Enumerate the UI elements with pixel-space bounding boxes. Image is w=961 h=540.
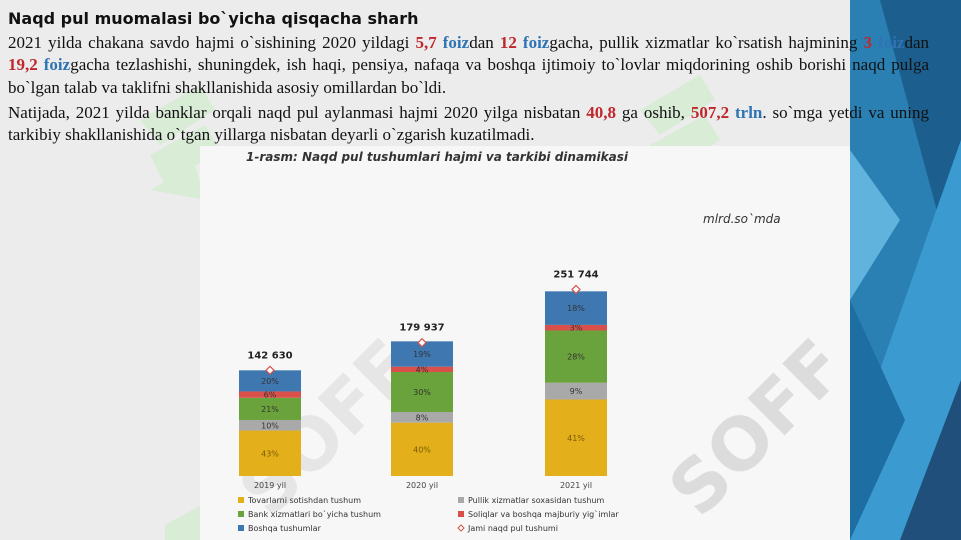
data-label: 30% [413,388,431,397]
text-run: gacha, pullik xizmatlar ko`rsatish hajmi… [549,33,864,52]
legend-label: Boshqa tushumlar [248,524,322,533]
stacked-bar-chart: 43% 10% 21% 6% 20% 142 630 2019 yil 40% 8% 30% 4% 1… [238,269,619,533]
legend-swatch-soliq [458,511,464,517]
highlight-value: 507,2 [690,103,730,122]
total-marker [417,337,427,348]
bar-segment-tovar [391,422,453,476]
decor-shape [900,380,961,540]
bar-segment-bank [391,372,453,412]
bar-segment-tovar [545,399,607,476]
decor-shape [850,150,900,300]
data-label: 10% [261,421,279,430]
data-label: 18% [567,304,585,313]
highlight-unit: foiz [43,55,71,75]
bar-segment-bank [239,397,301,420]
legend-label: Tovarlarni sotishdan tushum [247,496,361,505]
chart-unit-note: mlrd.so`mda [703,212,781,226]
highlight-value: 40,8 [586,103,616,122]
total-label: 179 937 [399,323,444,334]
bar-segment-soliq [239,391,301,398]
legend-swatch-tovar [238,497,244,503]
legend-swatch-bank [238,511,244,517]
bar-segment-pullik [239,419,301,431]
data-label: 9% [570,387,583,396]
data-label: 40% [413,445,431,454]
chart-panel [200,146,850,540]
highlight-unit: foiz [878,33,905,52]
legend-label: Bank xizmatlari bo`yicha tushum [248,509,381,519]
data-label: 20% [261,377,279,386]
data-label: 4% [416,365,429,374]
highlight-value: 5,7 [415,33,437,52]
legend-label: Jami naqd pul tushumi [467,524,558,533]
bar-segment-pullik [545,382,607,400]
text-run: . so`mga yetdi va uning tarkibiy shaklla… [8,103,930,145]
highlight-unit: foiz [522,33,550,52]
data-label: 41% [567,434,585,443]
slide-title: Naqd pul muomalasi bo`yicha qisqacha sha… [8,9,419,28]
bar-segment-pullik [391,412,453,423]
text-run: gacha tezlashishi, shuningdek, ish haqi,… [8,55,929,97]
highlight-value: 19,2 [8,55,38,75]
data-label: 8% [416,413,429,422]
data-label: 3% [570,324,583,333]
total-label: 251 744 [553,269,598,280]
decor-shape [850,300,905,540]
data-label: 19% [413,350,431,359]
bar-segment-boshqa [239,370,301,392]
legend-swatch-pullik [458,497,464,503]
chart-title: 1-rasm: Naqd pul tushumlari hajmi va tar… [246,150,628,164]
legend-swatch-boshqa [238,525,244,531]
highlight-unit: foiz [442,33,470,52]
bar-segment-soliq [545,324,607,331]
bar-segment-bank [545,330,607,383]
bar-segment-tovar [239,430,301,476]
text-run: Natijada, 2021 yilda banklar orqali naqd… [8,103,587,122]
data-label: 28% [567,353,585,362]
legend-marker-total [457,524,465,532]
data-label: 43% [261,449,279,458]
total-label: 142 630 [247,350,292,361]
highlight-value: 12 [499,33,517,52]
text-run: dan [469,33,500,52]
category-label: 2021 yil [560,481,592,490]
bar-segment-soliq [391,366,453,372]
highlight-unit: trln [734,103,763,122]
total-marker [571,284,581,295]
total-marker [265,365,275,376]
legend-label: Pullik xizmatlar soxasidan tushum [468,496,604,505]
bar-segment-boshqa [545,291,607,325]
paragraph-2: Natijada, 2021 yilda banklar orqali naqd… [8,102,929,147]
text-run: dan [904,33,930,52]
data-label: 6% [264,391,277,400]
highlight-value: 3 [863,33,872,52]
text-run: 2021 yilda chakana savdo hajmi o`sishini… [8,33,416,52]
paragraph-1: 2021 yilda chakana savdo hajmi o`sishini… [8,32,929,99]
category-label: 2019 yil [254,481,286,490]
text-run: ga oshib, [616,103,691,122]
legend-label: Soliqlar va boshqa majburiy yig`imlar [468,509,619,519]
data-label: 21% [261,405,279,414]
category-label: 2020 yil [406,481,438,490]
